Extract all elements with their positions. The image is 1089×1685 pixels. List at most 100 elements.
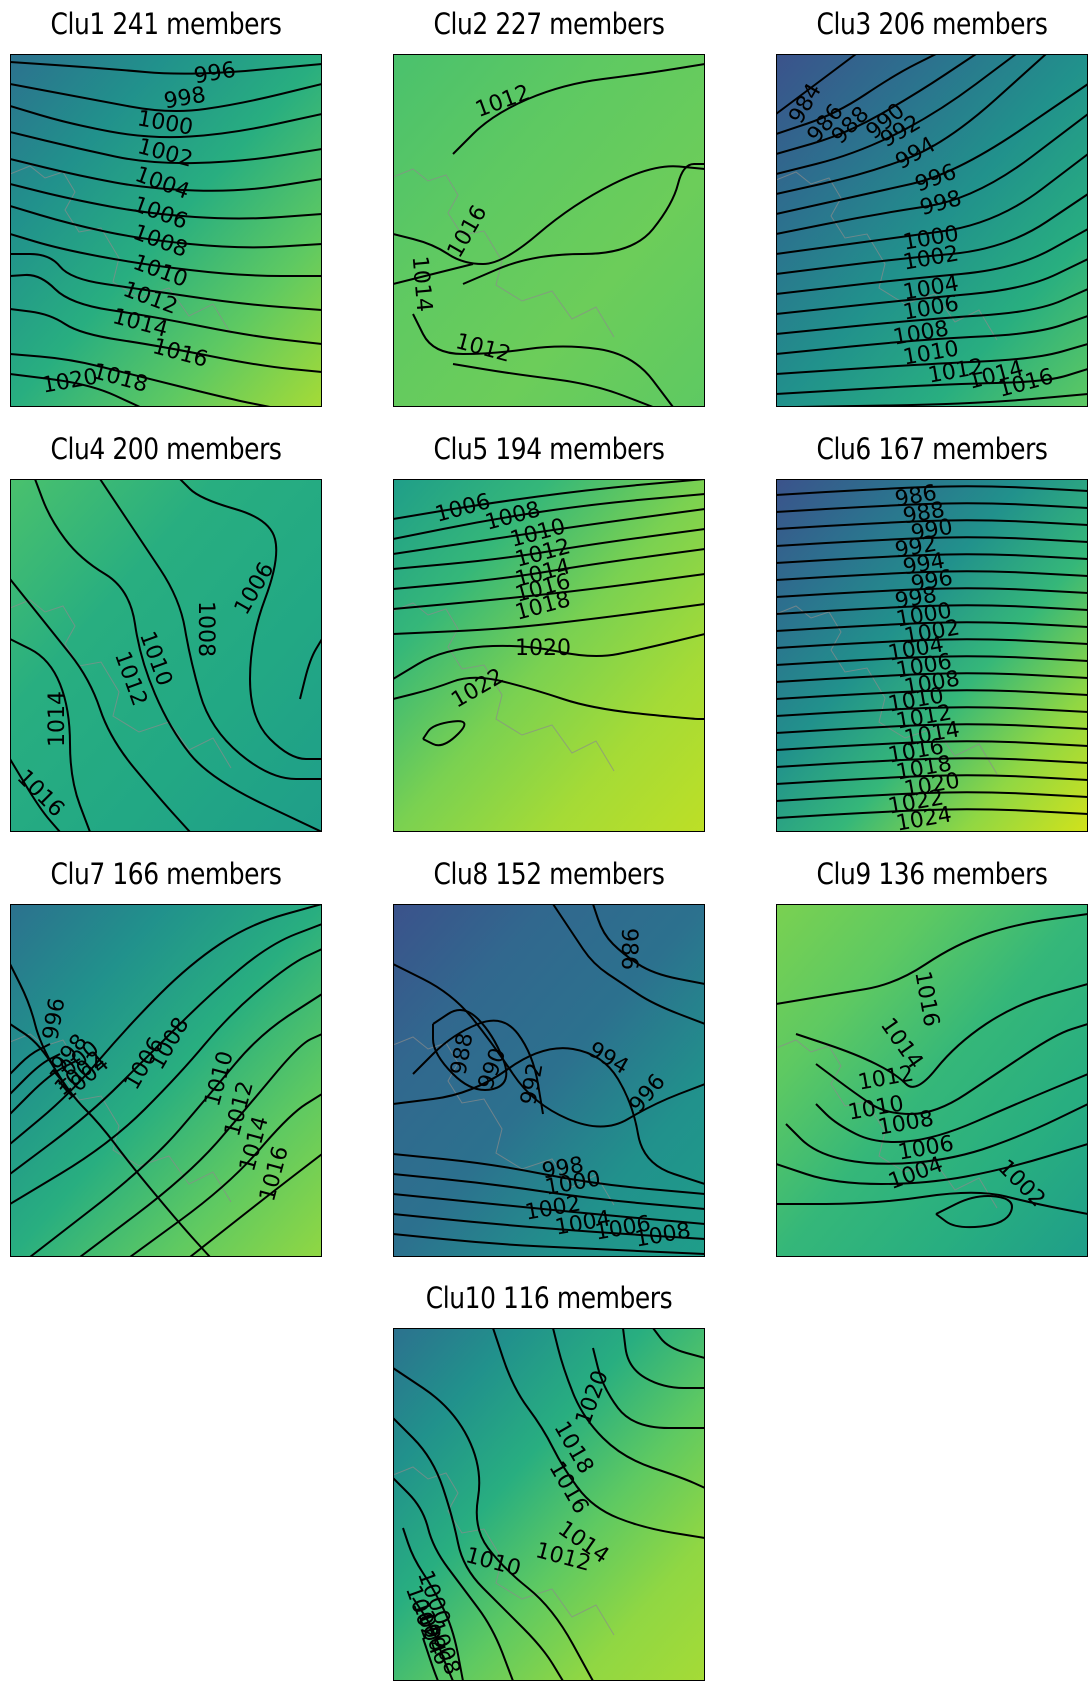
panel-title: Clu6 167 members bbox=[816, 432, 1048, 466]
isobar-line bbox=[10, 183, 322, 220]
isobar-line bbox=[776, 536, 1088, 547]
isobar-line bbox=[393, 165, 705, 266]
isobar-line bbox=[776, 502, 1088, 513]
isobar-line bbox=[99, 479, 322, 780]
isobar-line bbox=[452, 63, 705, 155]
isobar-line bbox=[393, 1193, 705, 1225]
isobar-line bbox=[393, 573, 705, 610]
isobar-line bbox=[776, 193, 1088, 275]
isobar-label: 1008 bbox=[193, 601, 218, 657]
cluster-panel-9: Clu9 136 members 1016 1014 1012 1010 1008 1006… bbox=[776, 856, 1088, 1257]
cluster-panel-4: Clu4 200 members 1006 1008 1010 1012 1014 1016 bbox=[10, 431, 322, 832]
isobar-line bbox=[10, 273, 322, 345]
isobar-line bbox=[179, 479, 322, 760]
isobar-line bbox=[10, 1023, 71, 1095]
isobar-line bbox=[776, 706, 1088, 717]
isobar-line bbox=[393, 1417, 564, 1681]
isobar-line bbox=[393, 1047, 705, 1185]
coastline bbox=[393, 1466, 615, 1636]
isobar-label: 1014 bbox=[407, 255, 437, 313]
isobar-line bbox=[79, 1033, 322, 1257]
cluster-panel-7: Clu7 166 members 996 998 1000 1002 1004 1006 10… bbox=[10, 856, 322, 1257]
isobar-line bbox=[492, 1328, 705, 1539]
isobar-line bbox=[412, 1597, 454, 1681]
map-frame bbox=[776, 54, 1088, 407]
isobar-line bbox=[10, 253, 322, 311]
panel-title: Clu10 116 members bbox=[425, 1281, 673, 1315]
isobar-line bbox=[432, 1009, 508, 1091]
isobar-line bbox=[393, 1367, 594, 1681]
coastline bbox=[10, 599, 232, 769]
isobar-line bbox=[592, 1347, 705, 1429]
contour-map: 9869889909929949969981000100210041006100… bbox=[776, 479, 1088, 832]
isobar-line bbox=[776, 553, 1088, 564]
isobar-line bbox=[10, 1043, 51, 1075]
isobar-line bbox=[776, 604, 1088, 615]
map-frame bbox=[776, 479, 1088, 832]
isobar-line bbox=[393, 603, 705, 635]
map-frame bbox=[393, 479, 705, 832]
isobar-line bbox=[412, 1019, 544, 1115]
pressure-field bbox=[393, 54, 705, 407]
isobar-line bbox=[815, 1073, 1088, 1143]
isobar-line bbox=[776, 913, 1088, 1005]
isobar-line bbox=[29, 993, 322, 1257]
map-frame bbox=[10, 479, 322, 832]
isobar-line bbox=[393, 548, 705, 590]
map-frame bbox=[393, 1328, 705, 1681]
coastline bbox=[10, 1033, 232, 1203]
isobar-line bbox=[776, 519, 1088, 530]
isobar-line bbox=[452, 363, 654, 407]
panel-title: Clu4 200 members bbox=[50, 432, 282, 466]
isobar-line bbox=[10, 948, 322, 1205]
isobar-line bbox=[776, 153, 1088, 255]
isobar-line bbox=[592, 904, 705, 985]
isobar-line bbox=[422, 1637, 439, 1681]
isobar-line bbox=[129, 1093, 322, 1257]
cluster-panel-1: Clu1 241 members 996 998 1000 1002 1004 1006 10… bbox=[10, 6, 322, 407]
panel-title: Clu8 152 members bbox=[433, 857, 665, 891]
isobar-line bbox=[776, 808, 1088, 819]
isobar-line bbox=[776, 54, 857, 115]
cluster-panel-10: Clu10 116 members 1000 1002 1004 1006 1008 101… bbox=[393, 1280, 705, 1681]
map-frame bbox=[10, 904, 322, 1257]
isobar-line bbox=[776, 83, 1088, 215]
isobar-line bbox=[10, 308, 322, 373]
coastline bbox=[393, 168, 615, 338]
isobar-line bbox=[776, 774, 1088, 785]
isobar-line bbox=[776, 288, 1088, 335]
isobar-line bbox=[393, 528, 705, 570]
panel-title: Clu7 166 members bbox=[50, 857, 282, 891]
isobar-line bbox=[776, 113, 1088, 235]
isobar-line bbox=[776, 723, 1088, 734]
isobar-line bbox=[10, 758, 61, 832]
panel-title: Clu3 206 members bbox=[816, 7, 1048, 41]
isobar-label: 1014 bbox=[45, 691, 70, 747]
isobar-line bbox=[10, 963, 211, 1257]
pressure-field bbox=[393, 1328, 705, 1681]
isobar-line bbox=[776, 315, 1088, 355]
isobar-line bbox=[462, 163, 705, 285]
isobar-line bbox=[785, 1103, 1088, 1165]
isobar-line bbox=[776, 757, 1088, 768]
panel-title: Clu2 227 members bbox=[433, 7, 665, 41]
isobar-line bbox=[552, 904, 705, 1025]
isobar-line bbox=[393, 1153, 705, 1195]
cluster-panel-8: Clu8 152 members 986 988 990 992 994 996 998 100… bbox=[393, 856, 705, 1257]
isobar-line bbox=[10, 233, 322, 277]
isobar-line bbox=[393, 1213, 705, 1240]
cluster-panel-6: Clu6 167 members 986 988 990 992 994 996 998 100… bbox=[776, 431, 1088, 832]
isobar-line bbox=[935, 1195, 1013, 1229]
isobar-line bbox=[776, 672, 1088, 683]
pressure-field bbox=[393, 904, 705, 1257]
isobar-line bbox=[652, 1328, 705, 1359]
panel-title: Clu1 241 members bbox=[50, 7, 282, 41]
pressure-field bbox=[776, 904, 1088, 1257]
isobar-line bbox=[10, 638, 91, 832]
isobar-line bbox=[776, 1143, 1088, 1186]
isobar-line bbox=[776, 1191, 1088, 1215]
